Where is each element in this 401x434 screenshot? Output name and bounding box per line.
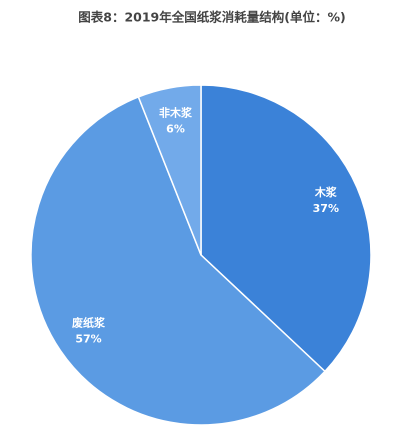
slice-label: 非木浆 bbox=[159, 105, 193, 119]
pie-slice bbox=[30, 95, 326, 426]
value-label: 6% bbox=[166, 122, 185, 135]
value-label: 37% bbox=[313, 202, 339, 215]
slice-label: 废纸浆 bbox=[72, 315, 106, 329]
pie-slice bbox=[137, 84, 202, 256]
slice-label: 木浆 bbox=[314, 185, 338, 199]
chart-title: 图表8：2019年全国纸浆消耗量结构(单位：%) bbox=[78, 10, 345, 25]
pie-slice bbox=[200, 84, 372, 373]
value-label: 57% bbox=[75, 332, 101, 345]
